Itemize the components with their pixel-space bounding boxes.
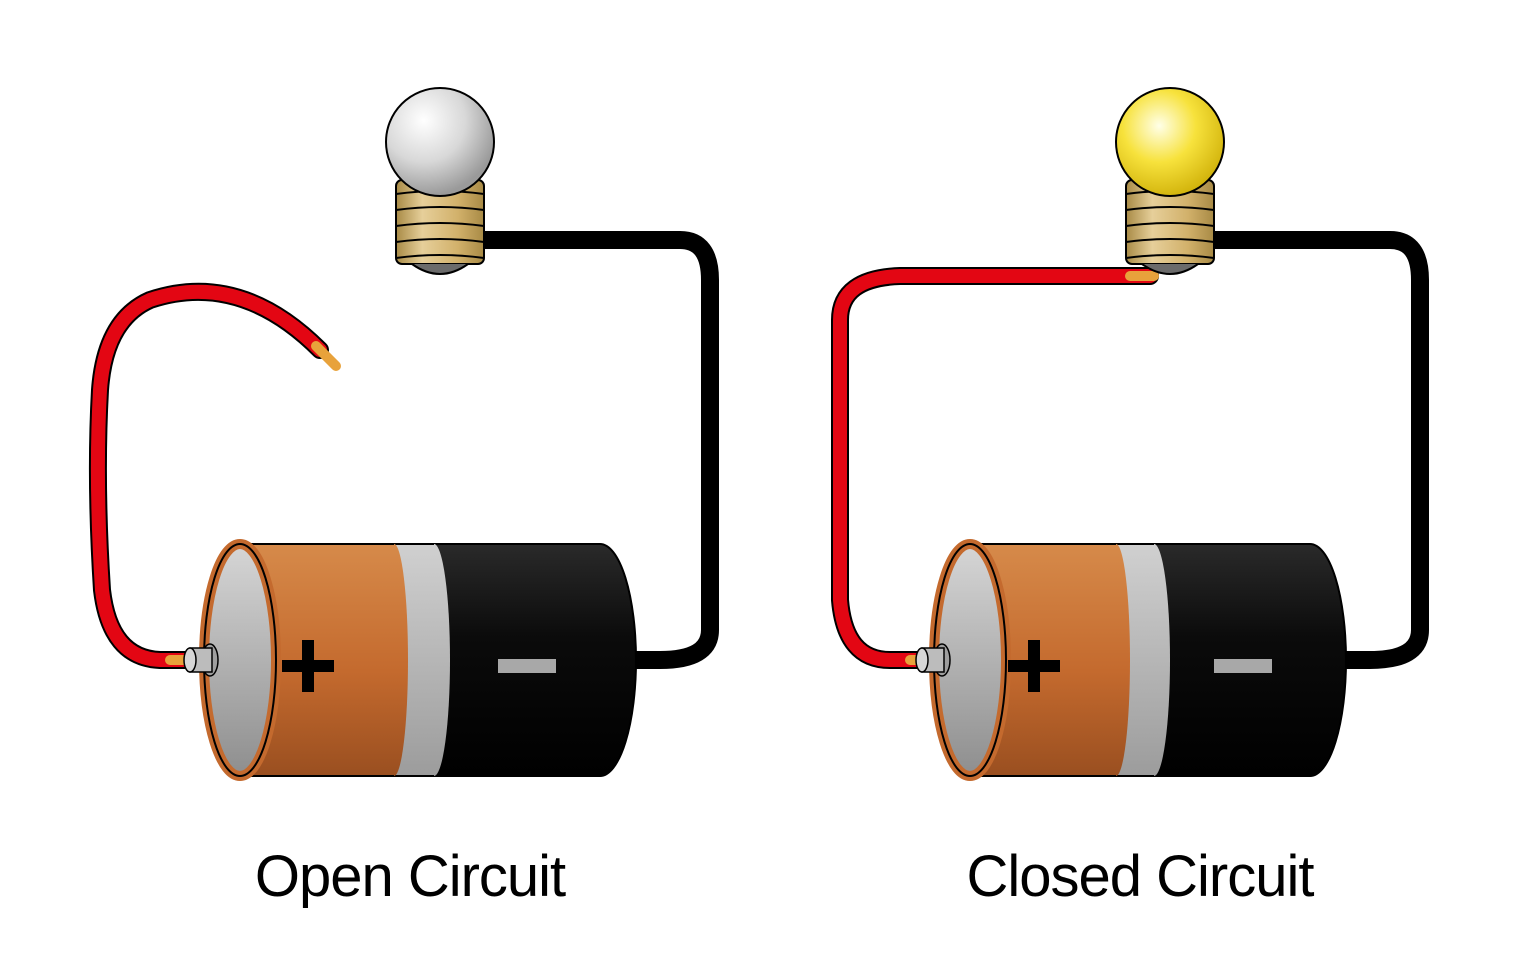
bulb-off <box>386 88 494 274</box>
open-circuit-svg <box>60 40 760 800</box>
circuit-diagram: Open Circuit <box>0 0 1540 980</box>
closed-circuit-svg <box>790 40 1490 800</box>
closed-circuit-panel: Closed Circuit <box>790 40 1490 940</box>
battery <box>916 544 1346 776</box>
bulb-on <box>1116 88 1224 274</box>
open-circuit-panel: Open Circuit <box>60 40 760 940</box>
battery <box>184 544 636 776</box>
open-caption: Open Circuit <box>60 843 760 910</box>
closed-caption: Closed Circuit <box>790 843 1490 910</box>
